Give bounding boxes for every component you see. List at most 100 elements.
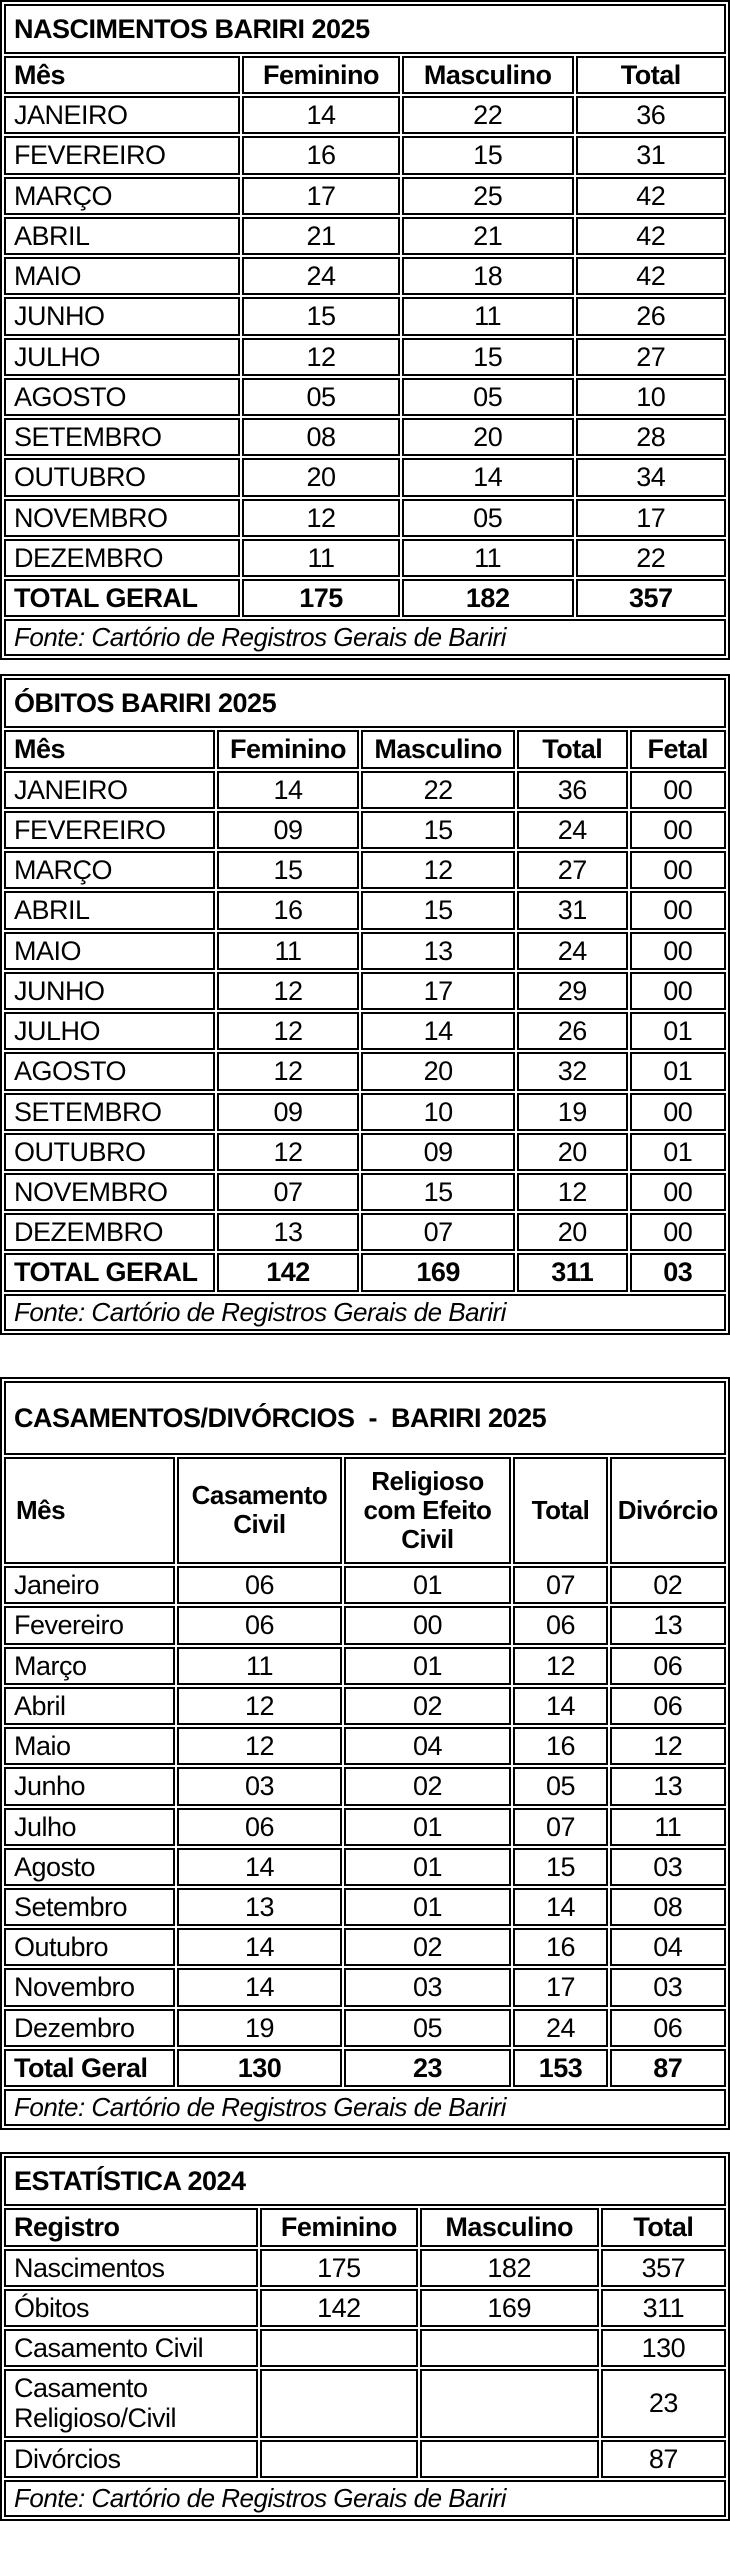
row-label: JUNHO — [4, 971, 215, 1011]
column-header: Divórcio — [609, 1456, 726, 1565]
row-label: Janeiro — [4, 1566, 176, 1605]
value-cell: 14 — [216, 770, 360, 809]
row-label: Setembro — [4, 1887, 176, 1927]
value-cell: 31 — [516, 891, 628, 930]
row-label: Nascimentos — [4, 2248, 259, 2287]
header-row: Mês Casamento Civil Religioso com Efeito C… — [4, 1456, 726, 1565]
source-row: Fonte: Cartório de Registros Gerais de B… — [4, 1293, 726, 1331]
value-cell: 15 — [242, 297, 400, 336]
value-cell: 00 — [629, 891, 726, 930]
value-cell: 00 — [629, 931, 726, 970]
source-note: Fonte: Cartório de Registros Gerais de B… — [4, 2479, 726, 2518]
value-cell: 12 — [216, 1052, 360, 1091]
row-label: MAIO — [4, 931, 215, 970]
value-cell: 25 — [401, 176, 574, 215]
total-value: 153 — [513, 2048, 608, 2088]
value-cell: 26 — [516, 1012, 628, 1051]
value-cell: 04 — [343, 1727, 512, 1766]
value-cell: 36 — [516, 770, 628, 809]
total-label: TOTAL GERAL — [4, 1253, 215, 1292]
value-cell: 05 — [242, 377, 400, 417]
value-cell: 00 — [629, 1213, 726, 1252]
value-cell: 07 — [513, 1807, 608, 1846]
table-row: ABRIL 16 15 31 00 — [4, 891, 726, 930]
value-cell: 24 — [516, 931, 628, 970]
total-value: 182 — [401, 579, 574, 618]
value-cell: 09 — [216, 810, 360, 850]
value-cell: 22 — [575, 538, 726, 578]
value-cell: 00 — [629, 810, 726, 850]
value-cell: 03 — [609, 1968, 726, 2007]
table-row: JULHO 12 14 26 01 — [4, 1012, 726, 1051]
table-row: Agosto 14 01 15 03 — [4, 1847, 726, 1886]
value-cell: 12 — [516, 1172, 628, 1212]
value-cell: 01 — [343, 1847, 512, 1886]
value-cell: 14 — [177, 1968, 342, 2007]
table-row: FEVEREIRO 09 15 24 00 — [4, 810, 726, 850]
column-header: Feminino — [260, 2208, 418, 2247]
row-label: NOVEMBRO — [4, 1172, 215, 1212]
column-header: Feminino — [242, 56, 400, 95]
value-cell: 08 — [242, 418, 400, 457]
table-row: Outubro 14 02 16 04 — [4, 1928, 726, 1967]
value-cell: 24 — [516, 810, 628, 850]
table-row: Março 11 01 12 06 — [4, 1646, 726, 1685]
value-cell: 07 — [216, 1172, 360, 1212]
value-cell: 03 — [343, 1968, 512, 2007]
table-row: NOVEMBRO 12 05 17 — [4, 498, 726, 537]
column-header: Mês — [4, 730, 215, 769]
title-row: NASCIMENTOS BARIRI 2025 — [4, 4, 726, 54]
table-row: MARÇO 17 25 42 — [4, 176, 726, 215]
value-cell: 14 — [401, 458, 574, 497]
column-header: Casamento Civil — [177, 1456, 342, 1565]
value-cell: 12 — [216, 1012, 360, 1051]
table-row: DEZEMBRO 13 07 20 00 — [4, 1213, 726, 1252]
value-cell: 06 — [177, 1566, 342, 1605]
value-cell: 01 — [343, 1646, 512, 1685]
value-cell: 11 — [609, 1807, 726, 1846]
value-cell: 06 — [609, 2008, 726, 2047]
value-cell: 11 — [177, 1646, 342, 1685]
table-row: Abril 12 02 14 06 — [4, 1686, 726, 1726]
source-row: Fonte: Cartório de Registros Gerais de B… — [4, 619, 726, 657]
value-cell: 12 — [177, 1727, 342, 1766]
column-header: Fetal — [629, 730, 726, 769]
value-cell: 311 — [600, 2288, 726, 2327]
value-cell — [260, 2369, 418, 2438]
value-cell: 06 — [177, 1807, 342, 1846]
table-section-casamentos-divorcios: CASAMENTOS/DIVÓRCIOS - BARIRI 2025 Mês Cas… — [0, 1376, 730, 2131]
row-label: JUNHO — [4, 297, 241, 336]
value-cell: 182 — [419, 2248, 599, 2287]
row-label: JANEIRO — [4, 96, 241, 135]
value-cell: 142 — [260, 2288, 418, 2327]
total-label: TOTAL GERAL — [4, 579, 241, 618]
value-cell: 15 — [513, 1847, 608, 1886]
column-header: Total — [513, 1456, 608, 1565]
value-cell: 357 — [600, 2248, 726, 2287]
value-cell: 02 — [343, 1767, 512, 1806]
table-row: Óbitos 142 169 311 — [4, 2288, 726, 2327]
value-cell: 07 — [361, 1213, 515, 1252]
row-label: SETEMBRO — [4, 418, 241, 457]
table-row: SETEMBRO 08 20 28 — [4, 418, 726, 457]
row-label: Abril — [4, 1686, 176, 1726]
header-row: Registro Feminino Masculino Total — [4, 2208, 726, 2247]
value-cell: 17 — [361, 971, 515, 1011]
value-cell: 14 — [177, 1928, 342, 1967]
table-row: FEVEREIRO 16 15 31 — [4, 136, 726, 175]
value-cell: 14 — [513, 1887, 608, 1927]
column-header: Mês — [4, 56, 241, 95]
table-row: MARÇO 15 12 27 00 — [4, 851, 726, 890]
table-title: NASCIMENTOS BARIRI 2025 — [4, 4, 726, 54]
total-value: 311 — [516, 1253, 628, 1292]
table-row: AGOSTO 05 05 10 — [4, 377, 726, 417]
value-cell: 10 — [575, 377, 726, 417]
source-row: Fonte: Cartório de Registros Gerais de B… — [4, 2479, 726, 2518]
value-cell: 28 — [575, 418, 726, 457]
value-cell: 22 — [361, 770, 515, 809]
table-row: MAIO 11 13 24 00 — [4, 931, 726, 970]
table-obitos-2025: ÓBITOS BARIRI 2025 Mês Feminino Masculino To… — [0, 674, 730, 1335]
value-cell: 01 — [343, 1566, 512, 1605]
